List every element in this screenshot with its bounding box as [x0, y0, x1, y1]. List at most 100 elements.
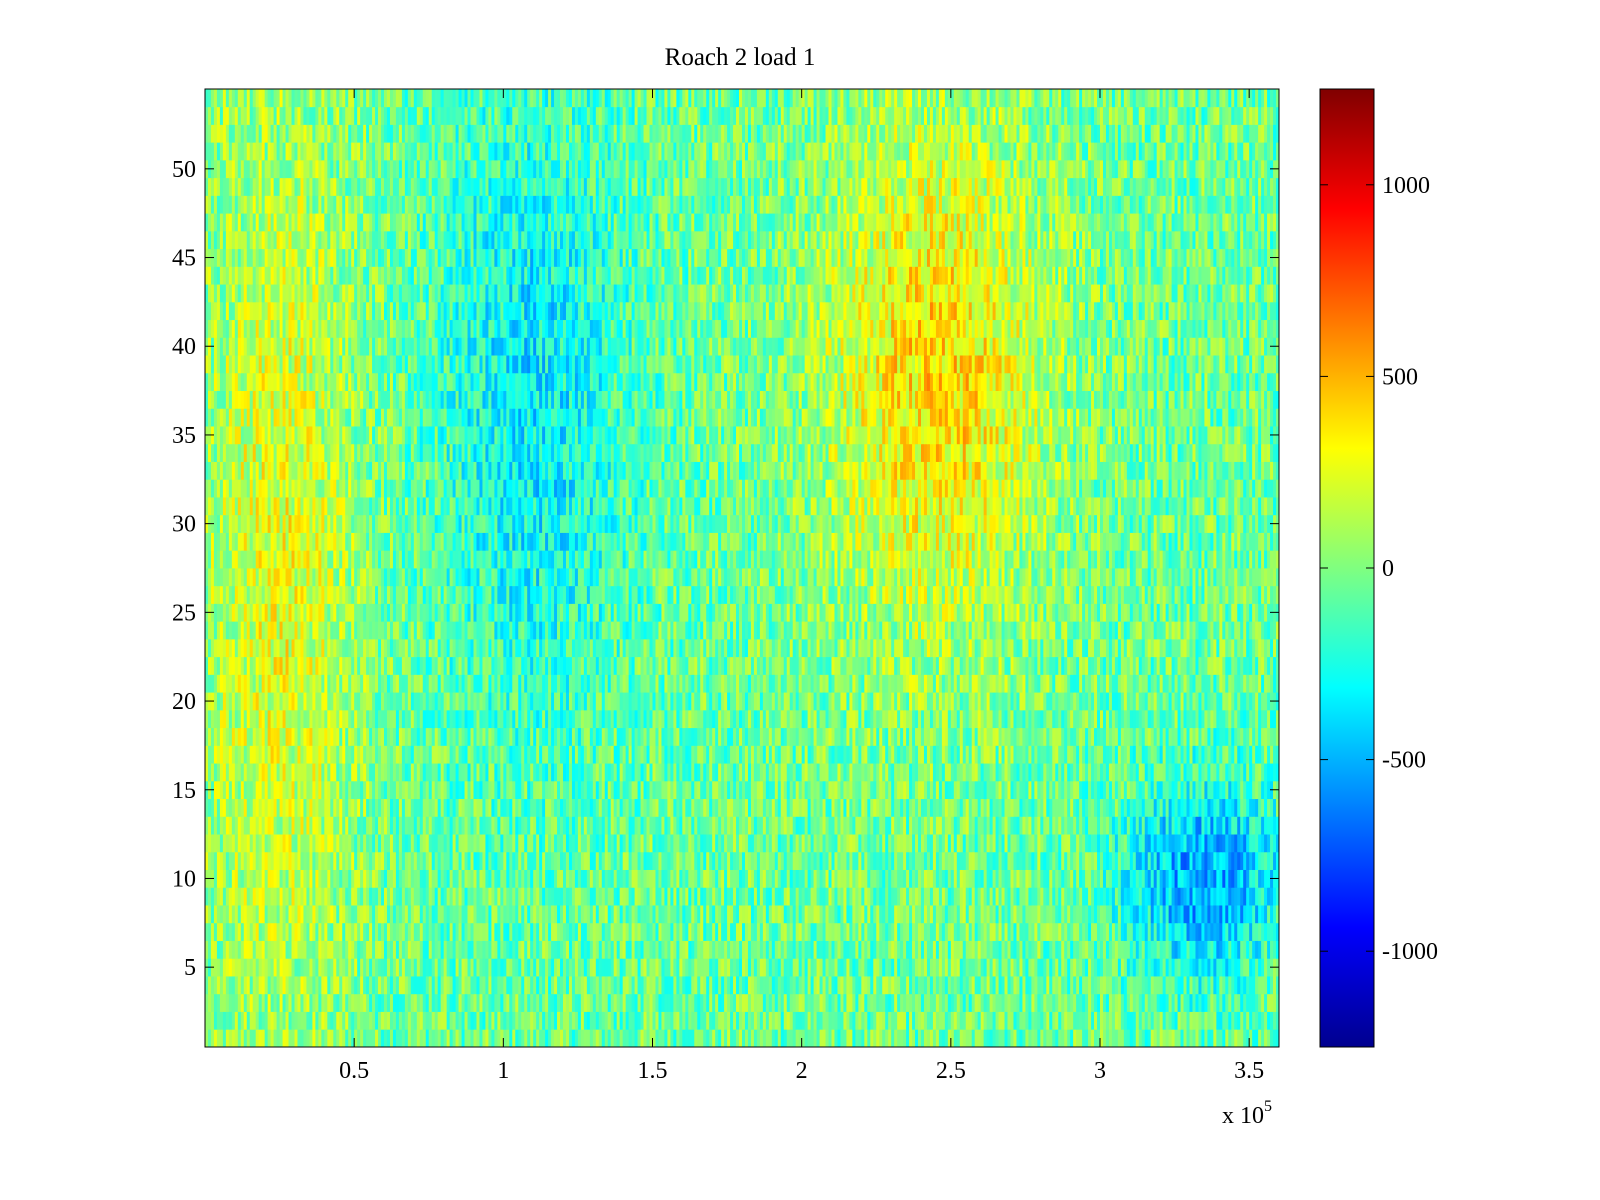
- heatmap-cell: [825, 869, 829, 888]
- heatmap-cell: [894, 993, 898, 1012]
- heatmap-cell: [619, 869, 624, 888]
- heatmap-cell: [1222, 1011, 1226, 1030]
- heatmap-cell: [1082, 940, 1086, 959]
- heatmap-cell: [378, 940, 382, 959]
- heatmap-cell: [676, 869, 680, 888]
- heatmap-cell: [1261, 816, 1265, 835]
- heatmap-cell: [971, 1011, 976, 1030]
- heatmap-cell: [342, 1029, 346, 1048]
- heatmap-cell: [1129, 798, 1134, 817]
- heatmap-cell: [977, 816, 982, 835]
- heatmap-cell: [574, 798, 579, 817]
- heatmap-cell: [646, 940, 650, 959]
- heatmap-cell: [443, 816, 448, 835]
- heatmap-cell: [712, 834, 716, 853]
- heatmap-cell: [243, 887, 248, 906]
- heatmap-cell: [712, 976, 716, 995]
- heatmap-cell: [1016, 993, 1020, 1012]
- heatmap-cell: [664, 905, 668, 924]
- heatmap-cell: [1001, 834, 1005, 853]
- heatmap-cell: [589, 798, 594, 817]
- heatmap-cell: [449, 887, 454, 906]
- heatmap-cell: [819, 851, 823, 870]
- heatmap-cell: [264, 1029, 269, 1048]
- heatmap-cell: [452, 816, 456, 835]
- heatmap-cell: [965, 940, 970, 959]
- heatmap-cell: [759, 976, 764, 995]
- heatmap-cell: [1091, 816, 1095, 835]
- heatmap-cell: [375, 1029, 379, 1048]
- heatmap-cell: [667, 905, 671, 924]
- heatmap-cell: [727, 798, 731, 817]
- heatmap-cell: [840, 905, 844, 924]
- heatmap-cell: [1207, 993, 1211, 1012]
- heatmap-cell: [882, 834, 886, 853]
- heatmap-cell: [598, 887, 603, 906]
- heatmap-cell: [324, 1011, 328, 1030]
- heatmap-cell: [488, 851, 492, 870]
- heatmap-cell: [395, 958, 400, 977]
- heatmap-cell: [1114, 958, 1119, 977]
- heatmap-cell: [577, 834, 582, 853]
- heatmap-cell: [563, 922, 567, 941]
- heatmap-cell: [264, 922, 269, 941]
- heatmap-cell: [986, 816, 991, 835]
- heatmap-cell: [497, 816, 501, 835]
- heatmap-cell: [548, 940, 552, 959]
- heatmap-cell: [404, 958, 409, 977]
- heatmap-cell: [724, 993, 728, 1012]
- heatmap-cell: [971, 940, 976, 959]
- heatmap-cell: [228, 993, 233, 1012]
- heatmap-cell: [416, 958, 421, 977]
- heatmap-cell: [413, 922, 418, 941]
- heatmap-cell: [1046, 993, 1050, 1012]
- heatmap-cell: [685, 1029, 689, 1048]
- heatmap-cell: [434, 869, 439, 888]
- heatmap-cell: [876, 940, 880, 959]
- heatmap-cell: [1162, 851, 1167, 870]
- heatmap-cell: [494, 816, 498, 835]
- heatmap-cell: [876, 887, 880, 906]
- heatmap-cell: [294, 976, 298, 995]
- heatmap-cell: [909, 958, 913, 977]
- heatmap-cell: [649, 869, 653, 888]
- heatmap-cell: [1156, 905, 1161, 924]
- heatmap-cell: [1105, 798, 1110, 817]
- heatmap-cell: [1138, 976, 1143, 995]
- heatmap-cell: [452, 940, 456, 959]
- heatmap-cell: [1231, 1029, 1235, 1048]
- heatmap-cell: [345, 834, 349, 853]
- heatmap-cell: [273, 798, 277, 817]
- heatmap-cell: [1105, 816, 1110, 835]
- heatmap-cell: [425, 816, 430, 835]
- heatmap-cell: [1132, 922, 1137, 941]
- heatmap-cell: [404, 834, 409, 853]
- heatmap-cell: [1243, 958, 1247, 977]
- heatmap-cell: [807, 958, 812, 977]
- heatmap-cell: [237, 869, 242, 888]
- heatmap-cell: [413, 869, 418, 888]
- heatmap-cell: [312, 1011, 316, 1030]
- heatmap-cell: [619, 976, 624, 995]
- heatmap-cell: [258, 1011, 263, 1030]
- heatmap-cell: [870, 834, 874, 853]
- heatmap-cell: [1079, 993, 1083, 1012]
- heatmap-cell: [324, 816, 328, 835]
- heatmap-cell: [822, 851, 826, 870]
- heatmap-cell: [372, 993, 376, 1012]
- heatmap-cell: [804, 922, 809, 941]
- heatmap-cell: [521, 798, 525, 817]
- heatmap-cell: [303, 834, 307, 853]
- heatmap-cell: [300, 834, 304, 853]
- heatmap-cell: [1123, 834, 1128, 853]
- heatmap-cell: [440, 816, 445, 835]
- heatmap-cell: [1016, 887, 1020, 906]
- heatmap-cell: [813, 905, 817, 924]
- heatmap-cell: [762, 940, 767, 959]
- heatmap-cell: [336, 869, 340, 888]
- heatmap-cell: [1070, 834, 1074, 853]
- heatmap-cell: [533, 993, 537, 1012]
- heatmap-cell: [604, 922, 609, 941]
- heatmap-cell: [744, 887, 749, 906]
- heatmap-cell: [1034, 1029, 1038, 1048]
